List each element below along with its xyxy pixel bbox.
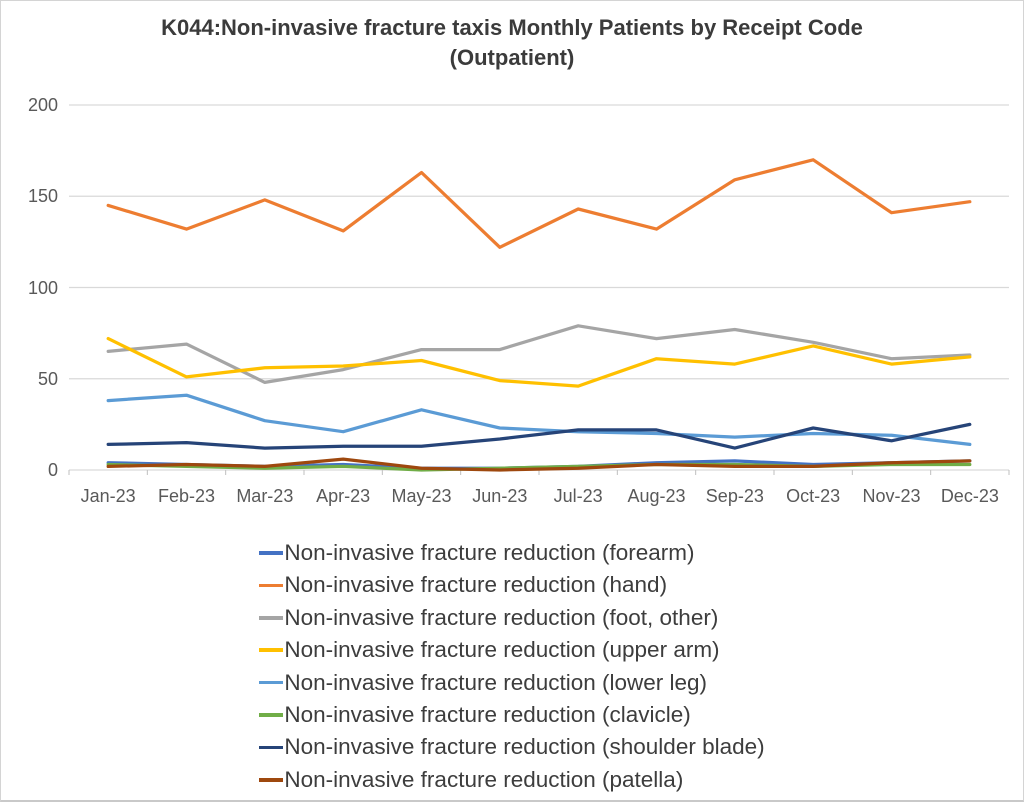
legend-swatch-icon xyxy=(259,648,284,652)
y-tick-label: 0 xyxy=(47,460,58,480)
x-tick-label: May-23 xyxy=(391,486,452,506)
series-line-upper-arm xyxy=(106,336,972,388)
y-axis-labels: 0 50 100 150 200 xyxy=(1,1,61,501)
legend-item-clavicle: Non-invasive fracture reduction (clavicl… xyxy=(259,699,764,731)
legend-label: Non-invasive fracture reduction (clavicl… xyxy=(284,701,691,727)
legend-label: Non-invasive fracture reduction (patella… xyxy=(284,766,684,792)
legend-label: Non-invasive fracture reduction (foot, o… xyxy=(284,604,719,630)
chart-title: K044:Non-invasive fracture taxis Monthly… xyxy=(161,15,863,70)
legend-item-upper-arm: Non-invasive fracture reduction (upper a… xyxy=(259,634,764,666)
legend-item-patella: Non-invasive fracture reduction (patella… xyxy=(259,764,764,796)
legend-list: Non-invasive fracture reduction (forearm… xyxy=(259,537,765,796)
legend-label: Non-invasive fracture reduction (forearm… xyxy=(284,540,695,565)
legend-swatch-icon xyxy=(259,680,284,685)
x-tick-label: Jul-23 xyxy=(553,486,603,506)
x-tick-label: Dec-23 xyxy=(940,486,999,506)
legend-swatch-icon xyxy=(259,583,284,588)
x-tick-label: Mar-23 xyxy=(236,486,294,506)
legend: Non-invasive fracture reduction (forearm… xyxy=(1,537,1023,796)
y-tick-label: 100 xyxy=(27,277,58,298)
legend-item-hand: Non-invasive fracture reduction (hand) xyxy=(259,569,764,601)
x-axis-labels: Jan-23 Feb-23 Mar-23 Apr-23 May-23 Jun-23 Jul-… xyxy=(1,484,1023,512)
series-line-foot-other xyxy=(106,324,972,385)
x-tick-label: Sep-23 xyxy=(705,486,764,506)
legend-label: Non-invasive fracture reduction (lower l… xyxy=(284,669,708,695)
legend-label: Non-invasive fracture reduction (hand) xyxy=(284,572,668,598)
series-line-shoulder-blade xyxy=(106,422,972,450)
legend-label: Non-invasive fracture reduction (upper a… xyxy=(284,637,720,663)
series-line-lower-leg xyxy=(106,393,972,447)
legend-swatch-icon xyxy=(259,745,284,750)
y-tick-label: 150 xyxy=(27,186,58,207)
x-tick-label: Aug-23 xyxy=(627,486,686,506)
x-tick-label: Jan-23 xyxy=(80,486,136,506)
series-line-hand xyxy=(106,158,972,249)
legend-item-foot-other: Non-invasive fracture reduction (foot, o… xyxy=(259,602,764,634)
legend-swatch-icon xyxy=(259,778,284,782)
legend-item-lower-leg: Non-invasive fracture reduction (lower l… xyxy=(259,667,764,699)
legend-item-shoulder-blade: Non-invasive fracture reduction (shoulde… xyxy=(259,731,765,763)
series-line-patella xyxy=(106,457,972,472)
legend-swatch-icon xyxy=(259,551,284,555)
y-tick-label: 50 xyxy=(37,368,58,389)
x-tick-label: Jun-23 xyxy=(472,486,528,506)
legend-label: Non-invasive fracture reduction (shoulde… xyxy=(284,734,765,760)
legend-swatch-icon xyxy=(259,616,284,620)
x-tick-label: Feb-23 xyxy=(157,486,216,506)
legend-item-forearm: Non-invasive fracture reduction (forearm… xyxy=(259,537,764,569)
x-tick-label: Oct-23 xyxy=(786,486,841,506)
x-tick-label: Apr-23 xyxy=(316,486,371,506)
x-tick-label: Nov-23 xyxy=(862,486,921,506)
legend-swatch-icon xyxy=(259,713,284,717)
y-tick-label: 200 xyxy=(27,95,58,115)
